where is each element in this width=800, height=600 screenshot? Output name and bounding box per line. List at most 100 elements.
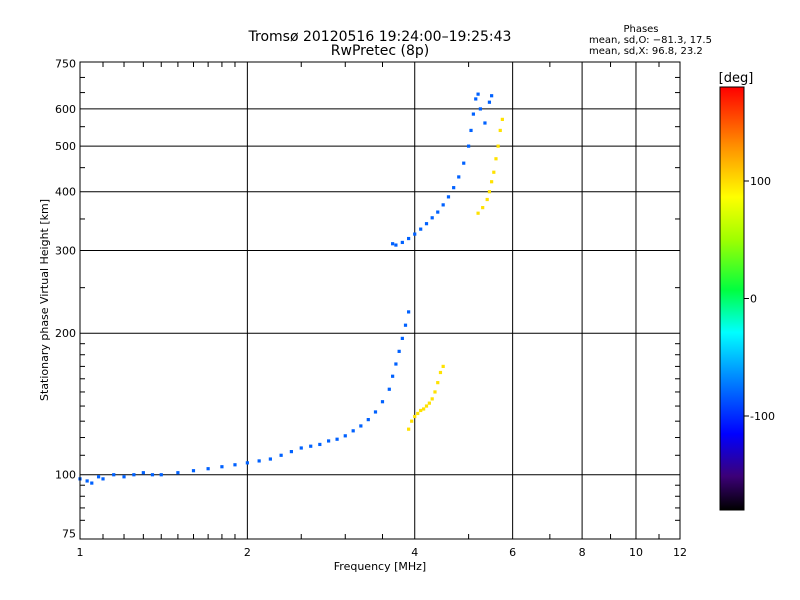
data-point-o <box>299 446 303 450</box>
data-point-o <box>359 424 363 428</box>
data-point-o <box>430 216 434 220</box>
data-point-o <box>206 467 210 471</box>
data-point-o <box>327 439 331 443</box>
data-point-o <box>289 450 293 454</box>
data-point-o <box>112 473 116 477</box>
data-point-x <box>436 381 440 385</box>
data-point-x <box>422 407 426 411</box>
x-tick-label: 2 <box>244 546 251 559</box>
phases-header: Phases <box>623 24 658 35</box>
data-point-x <box>485 197 489 202</box>
data-point-o <box>471 112 475 116</box>
data-point-o <box>446 195 451 199</box>
data-point-o <box>394 243 398 247</box>
y-tick-label: 400 <box>55 186 76 199</box>
data-point-x <box>500 117 504 121</box>
data-point-x <box>433 390 437 394</box>
x-tick-label: 12 <box>673 546 687 559</box>
data-point-x <box>481 206 485 210</box>
data-point-o <box>391 242 395 246</box>
y-tick-label: 500 <box>55 140 76 153</box>
data-point-x <box>416 411 420 416</box>
data-point-o <box>366 418 370 422</box>
x-axis-label: Frequency [MHz] <box>334 560 426 573</box>
data-point-o <box>122 475 126 479</box>
data-point-o <box>467 144 471 148</box>
data-point-o <box>351 429 355 433</box>
data-point-o <box>457 175 461 179</box>
data-point-o <box>343 434 347 438</box>
data-point-o <box>487 100 492 104</box>
data-point-o <box>407 236 411 241</box>
data-point-x <box>427 401 431 405</box>
data-point-o <box>407 310 411 314</box>
colorbar-ticks: -100 0 100 <box>744 175 775 423</box>
y-tick-label: 750 <box>55 57 76 70</box>
colorbar-tick-label: 0 <box>750 293 757 306</box>
data-point-o <box>309 444 313 448</box>
data-point-o <box>245 461 249 465</box>
y-tick-label: 75 <box>62 527 76 540</box>
data-point-o <box>452 186 456 190</box>
data-point-o <box>490 94 494 98</box>
data-point-o <box>394 362 398 366</box>
data-point-o <box>220 465 224 469</box>
data-point-o <box>478 107 482 111</box>
data-point-o <box>101 477 105 481</box>
data-point-o <box>462 161 466 165</box>
data-point-o <box>387 387 391 391</box>
chart-subtitle: RwPretec (8p) <box>331 43 429 59</box>
data-point-x <box>413 414 417 419</box>
data-point-o <box>403 323 408 327</box>
data-point-o <box>132 473 136 477</box>
data-point-o <box>400 336 404 340</box>
y-tick-label: 200 <box>55 327 76 340</box>
data-point-o <box>335 437 339 441</box>
colorbar-label: [deg] <box>719 71 754 86</box>
data-point-o <box>373 410 378 414</box>
data-points <box>78 92 504 485</box>
phase-stat-x: mean, sd,X: 96.8, 23.2 <box>589 46 703 57</box>
data-point-x <box>498 128 502 133</box>
y-axis-label: Stationary phase Virtual Height [km] <box>38 199 51 401</box>
data-point-o <box>150 473 155 477</box>
data-point-x <box>492 170 496 174</box>
x-tick-label: 8 <box>579 546 586 559</box>
x-tick-label: 4 <box>411 546 418 559</box>
data-point-o <box>476 92 480 96</box>
data-point-o <box>90 481 94 485</box>
data-point-o <box>141 471 145 475</box>
y-tick-label: 300 <box>55 244 76 257</box>
data-point-o <box>159 473 163 477</box>
data-point-x <box>494 157 498 161</box>
data-point-o <box>191 469 196 473</box>
data-point-o <box>380 400 385 404</box>
plot-frame <box>79 61 681 540</box>
phase-stat-o: mean, sd,O: −81.3, 17.5 <box>589 35 712 46</box>
colorbar-tick-label: 100 <box>750 175 771 188</box>
data-point-o <box>483 121 487 125</box>
data-point-x <box>419 408 423 413</box>
data-point-o <box>85 479 89 483</box>
data-point-o <box>419 227 423 231</box>
data-point-o <box>397 349 401 353</box>
x-tick-label: 1 <box>77 546 84 559</box>
data-point-o <box>318 442 322 447</box>
y-tick-label: 600 <box>55 103 76 116</box>
data-point-o <box>413 232 417 236</box>
data-point-o <box>391 374 395 378</box>
grid <box>80 62 680 539</box>
data-point-o <box>96 475 101 479</box>
data-point-o <box>436 210 440 214</box>
chart-title: Tromsø 20120516 19:24:00–19:25:43 <box>248 29 512 45</box>
data-point-x <box>430 397 434 401</box>
data-point-o <box>474 97 478 101</box>
data-point-x <box>424 404 429 408</box>
data-point-o <box>268 457 272 461</box>
colorbar <box>719 86 745 511</box>
data-point-o <box>469 128 473 133</box>
data-point-x <box>438 370 443 375</box>
data-point-x <box>407 427 411 431</box>
